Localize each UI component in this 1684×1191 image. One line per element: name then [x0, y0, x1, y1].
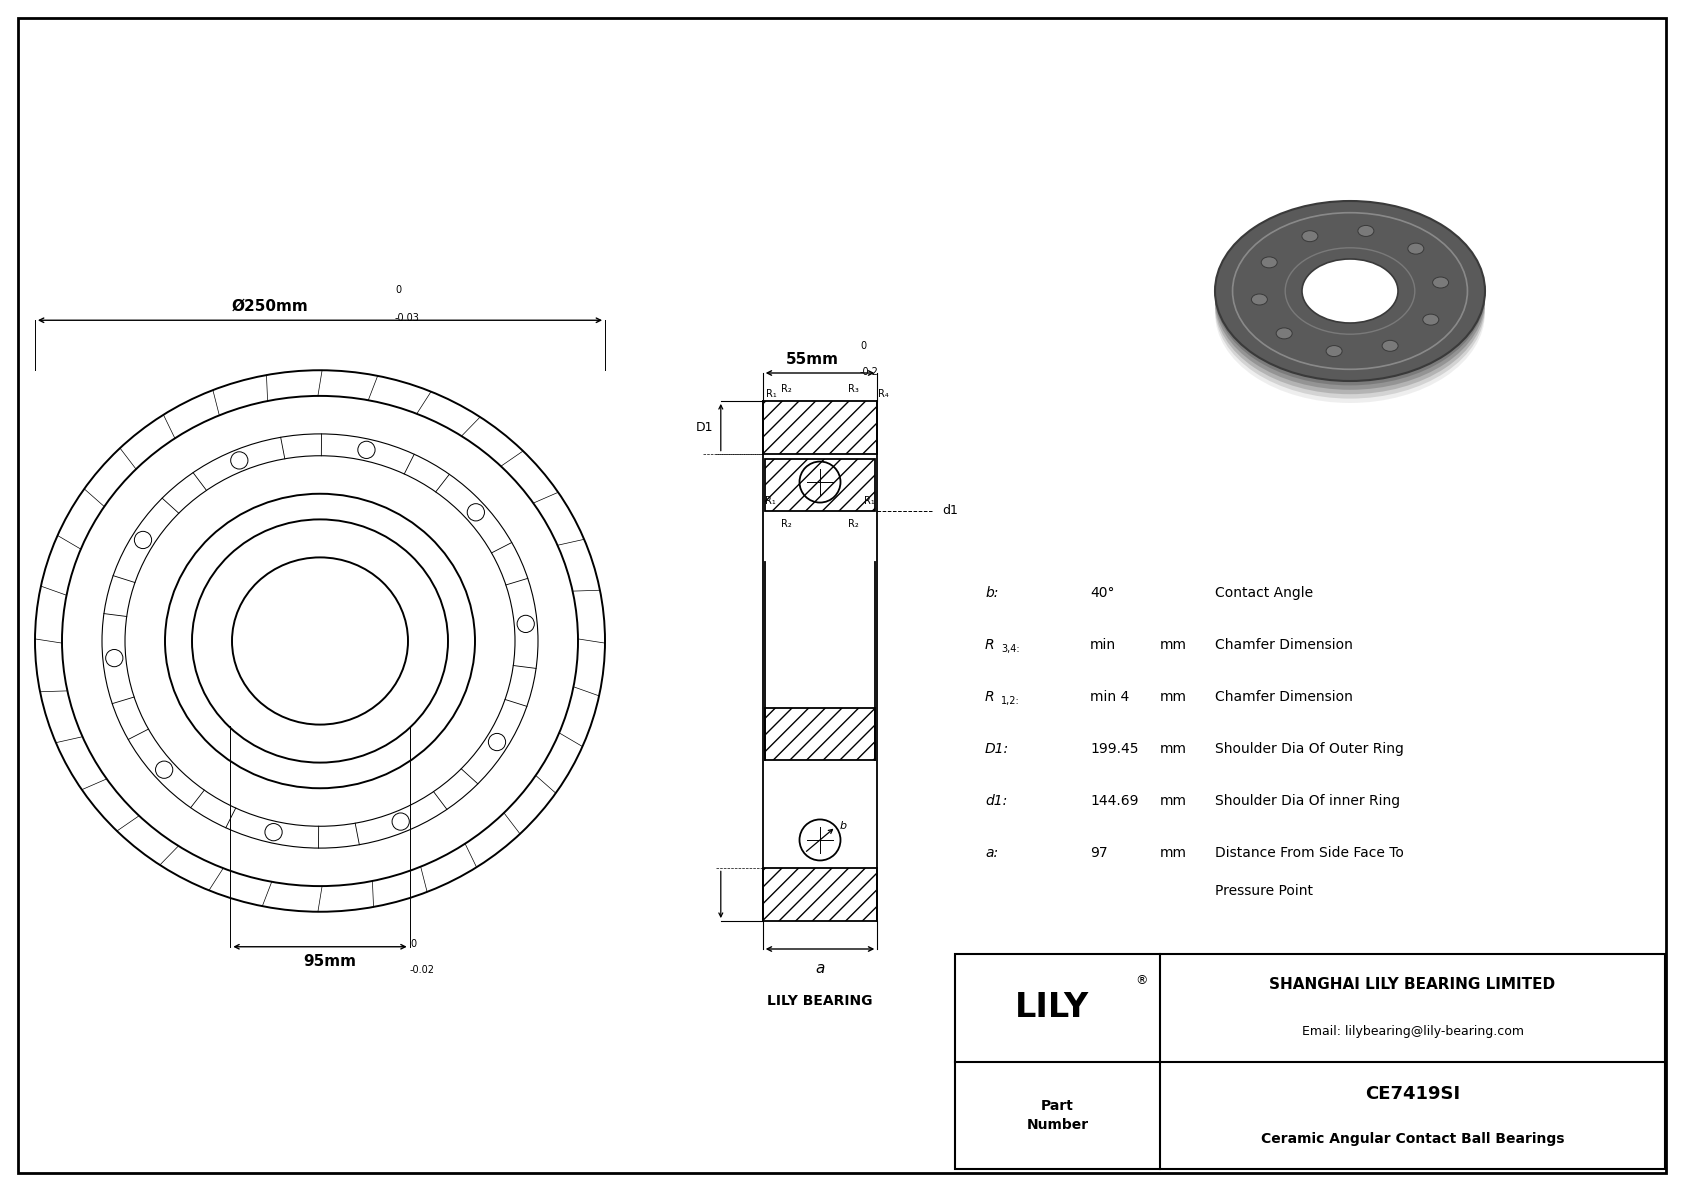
- Ellipse shape: [1214, 223, 1485, 403]
- Text: Chamfer Dimension: Chamfer Dimension: [1214, 638, 1352, 651]
- Text: -0.02: -0.02: [409, 965, 434, 974]
- Ellipse shape: [1325, 345, 1342, 356]
- Text: Shoulder Dia Of inner Ring: Shoulder Dia Of inner Ring: [1214, 794, 1399, 807]
- Text: 0: 0: [409, 939, 416, 949]
- Ellipse shape: [1383, 341, 1398, 351]
- Text: Distance From Side Face To: Distance From Side Face To: [1214, 846, 1404, 860]
- Text: Chamfer Dimension: Chamfer Dimension: [1214, 690, 1352, 704]
- Text: mm: mm: [1160, 690, 1187, 704]
- Ellipse shape: [1214, 201, 1485, 381]
- Text: mm: mm: [1160, 846, 1187, 860]
- Text: 95mm: 95mm: [303, 954, 357, 968]
- Text: b:: b:: [985, 586, 999, 600]
- Text: LILY BEARING: LILY BEARING: [768, 994, 872, 1008]
- Text: mm: mm: [1160, 794, 1187, 807]
- Text: D1: D1: [695, 420, 712, 434]
- Bar: [763, 868, 877, 921]
- Text: R: R: [985, 638, 995, 651]
- Ellipse shape: [1214, 205, 1485, 386]
- Text: 0: 0: [861, 341, 866, 351]
- Text: R₁: R₁: [766, 389, 776, 399]
- Ellipse shape: [1433, 278, 1448, 288]
- Text: D1:: D1:: [985, 742, 1009, 756]
- Text: R₁: R₁: [864, 495, 876, 505]
- Ellipse shape: [1423, 314, 1438, 325]
- Ellipse shape: [1357, 225, 1374, 237]
- Text: Contact Angle: Contact Angle: [1214, 586, 1314, 600]
- Text: 97: 97: [1090, 846, 1108, 860]
- Text: d1: d1: [943, 504, 958, 517]
- Text: R: R: [985, 690, 995, 704]
- Text: min 4: min 4: [1090, 690, 1130, 704]
- Text: b: b: [840, 821, 847, 831]
- Text: R₁: R₁: [765, 495, 776, 505]
- Text: R₃: R₃: [849, 384, 859, 394]
- Ellipse shape: [1214, 214, 1485, 394]
- Text: min: min: [1090, 638, 1116, 651]
- Text: CE7419SI: CE7419SI: [1366, 1085, 1460, 1103]
- Text: mm: mm: [1160, 638, 1187, 651]
- Ellipse shape: [1276, 328, 1292, 339]
- Ellipse shape: [1408, 243, 1423, 254]
- Text: Shoulder Dia Of Outer Ring: Shoulder Dia Of Outer Ring: [1214, 742, 1404, 756]
- Text: -0.2: -0.2: [861, 367, 879, 378]
- Ellipse shape: [1302, 258, 1398, 323]
- Text: 55mm: 55mm: [785, 353, 839, 367]
- Text: Email: lilybearing@lily-bearing.com: Email: lilybearing@lily-bearing.com: [1302, 1025, 1524, 1037]
- Text: Part
Number: Part Number: [1027, 1098, 1088, 1131]
- Text: R₂: R₂: [849, 518, 859, 529]
- Text: mm: mm: [1160, 742, 1187, 756]
- Text: ®: ®: [1135, 974, 1148, 987]
- Ellipse shape: [1261, 257, 1276, 268]
- Bar: [955, 954, 1665, 1170]
- Text: 144.69: 144.69: [1090, 794, 1138, 807]
- Text: a: a: [815, 961, 825, 975]
- Text: 1,2:: 1,2:: [1000, 696, 1021, 706]
- Bar: [765, 709, 876, 760]
- Bar: [765, 459, 876, 511]
- Ellipse shape: [1214, 219, 1485, 399]
- Text: SHANGHAI LILY BEARING LIMITED: SHANGHAI LILY BEARING LIMITED: [1270, 977, 1556, 992]
- Text: Ø250mm: Ø250mm: [232, 298, 308, 313]
- Ellipse shape: [1214, 210, 1485, 389]
- Text: 40°: 40°: [1090, 586, 1115, 600]
- Text: LILY: LILY: [1015, 991, 1090, 1024]
- Text: R₂: R₂: [781, 384, 791, 394]
- Text: R₂: R₂: [781, 518, 791, 529]
- Ellipse shape: [1251, 294, 1268, 305]
- Text: 199.45: 199.45: [1090, 742, 1138, 756]
- Text: R₄: R₄: [877, 389, 889, 399]
- Text: 0: 0: [396, 286, 401, 295]
- Text: Ceramic Angular Contact Ball Bearings: Ceramic Angular Contact Ball Bearings: [1261, 1131, 1564, 1146]
- Text: -0.03: -0.03: [396, 313, 419, 323]
- Text: a:: a:: [985, 846, 999, 860]
- Text: Pressure Point: Pressure Point: [1214, 884, 1314, 898]
- Ellipse shape: [1214, 201, 1485, 381]
- Text: d1:: d1:: [985, 794, 1007, 807]
- Ellipse shape: [1302, 231, 1319, 242]
- Text: 3,4:: 3,4:: [1000, 644, 1019, 654]
- Bar: [763, 401, 877, 454]
